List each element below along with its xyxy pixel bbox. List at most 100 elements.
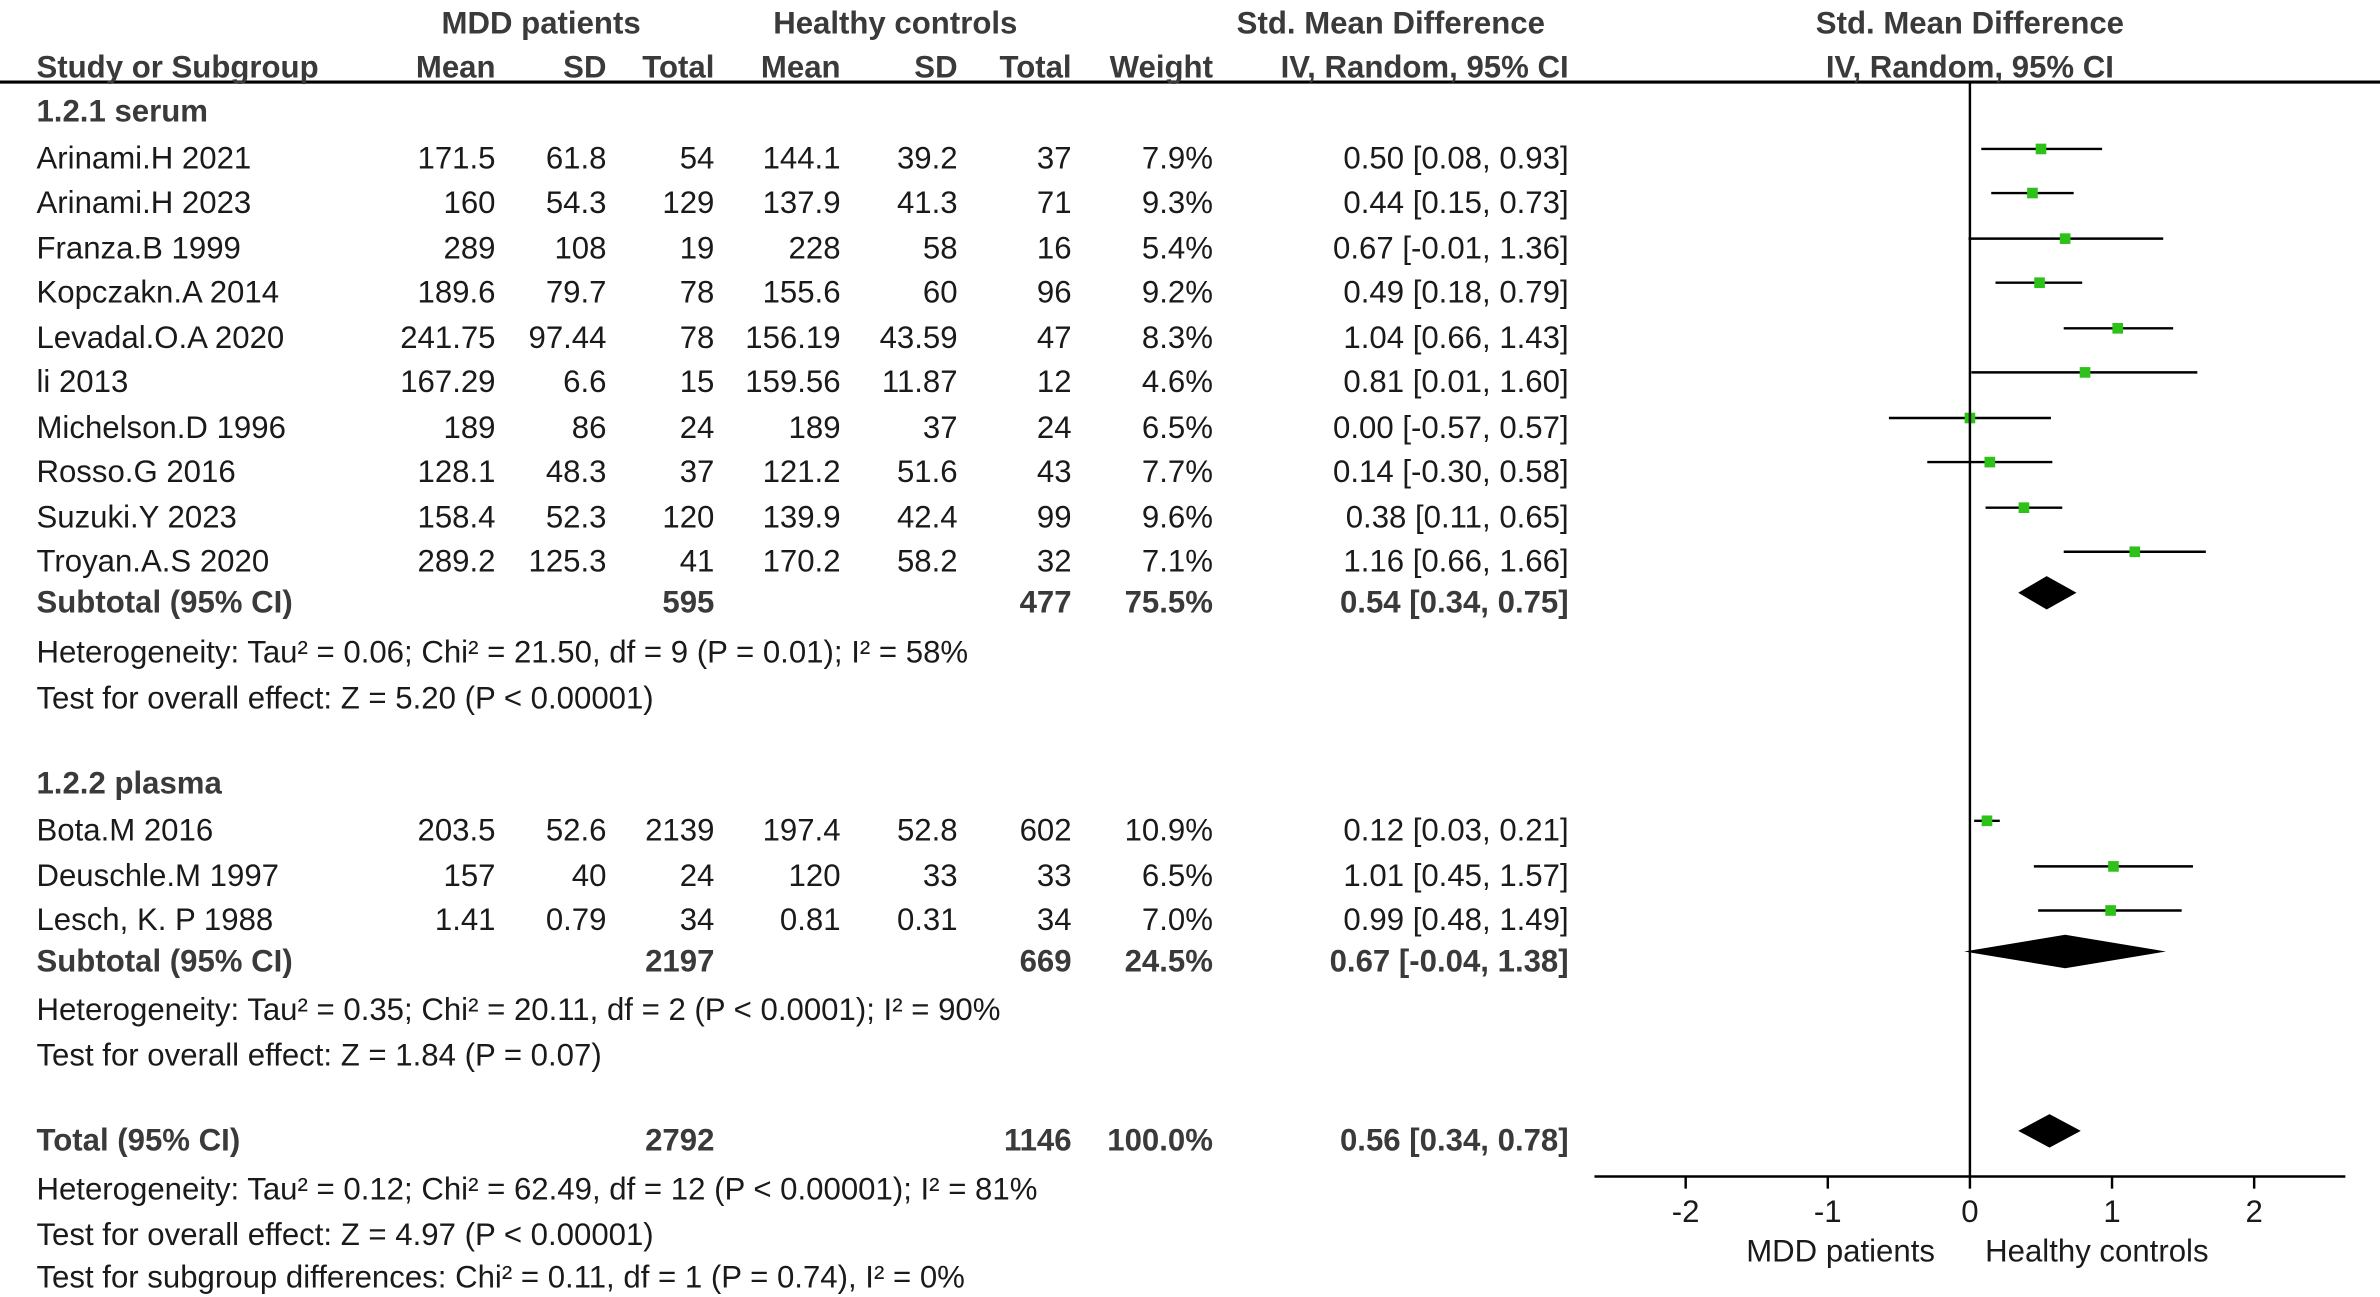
serum-study-row-ci: 0.50 [0.08, 0.93] (1343, 141, 1569, 177)
plasma-subtotal-total-mdd: 2197 (645, 943, 715, 979)
header-plot-method: IV, Random, 95% CI (1825, 50, 2114, 86)
serum-study-row-mean-mdd: 160 (443, 185, 496, 221)
serum-study-row-study: li 2013 (36, 364, 129, 400)
header-method: IV, Random, 95% CI (1280, 50, 1569, 86)
header-effect: Std. Mean Difference (1236, 6, 1545, 42)
plasma-study-row-sd-mdd: 0.79 (545, 902, 607, 938)
x-tick-label: 0 (1961, 1194, 1979, 1230)
serum-study-row-mean-mdd: 158.4 (417, 500, 496, 536)
serum-study-row-mean-controls: 170.2 (762, 544, 841, 580)
serum-study-row-ci: 0.44 [0.15, 0.73] (1343, 185, 1569, 221)
serum-study-row-sd-mdd: 54.3 (545, 185, 607, 221)
serum-study-row-weight: 8.3% (1141, 320, 1213, 356)
plasma-subtotal-ci: 0.67 [-0.04, 1.38] (1329, 943, 1569, 979)
plasma-study-row-study: Lesch, K. P 1988 (36, 902, 274, 938)
serum-study-row-weight: 5.4% (1141, 231, 1213, 266)
serum-study-row-estimate-square (2059, 233, 2071, 244)
plasma-heterogeneity: Heterogeneity: Tau² = 0.35; Chi² = 20.11… (36, 992, 1001, 1028)
header-mean-controls: Mean (760, 50, 841, 86)
plasma-study-row-weight: 6.5% (1141, 858, 1213, 894)
serum-study-row-mean-mdd: 167.29 (400, 364, 496, 400)
plasma-study-row-ci: 0.12 [0.03, 0.21] (1343, 813, 1569, 849)
serum-study-row-total-mdd: 129 (662, 185, 715, 221)
serum-study-row-estimate-square (2027, 187, 2038, 199)
total-total-mdd: 2792 (645, 1123, 715, 1159)
plasma-study-row-estimate-square (2105, 905, 2116, 916)
serum-study-row-mean-controls: 139.9 (762, 500, 841, 536)
serum-study-row-sd-controls: 43.59 (879, 320, 958, 356)
x-tick-label: -2 (1671, 1194, 1700, 1230)
plasma-study-row-total-mdd: 24 (679, 858, 715, 894)
header-weight: Weight (1109, 50, 1213, 86)
plasma-study-row-sd-controls: 33 (922, 858, 958, 894)
serum-study-row-sd-mdd: 125.3 (528, 544, 607, 580)
serum-study-row-mean-controls: 137.9 (762, 185, 841, 221)
plasma-study-row-weight: 10.9% (1124, 813, 1213, 849)
serum-study-row-total-mdd: 78 (679, 320, 715, 356)
serum-study-row-total-controls: 24 (1036, 410, 1072, 446)
plasma-subtotal-total-controls: 669 (1019, 943, 1072, 979)
serum-study-row-sd-mdd: 61.8 (545, 141, 607, 177)
serum-study-row-study: Levadal.O.A 2020 (36, 320, 285, 356)
serum-study-row-total-controls: 71 (1036, 185, 1072, 221)
serum-study-row-ci: 0.81 [0.01, 1.60] (1343, 364, 1569, 400)
serum-study-row-estimate-square (1984, 456, 1996, 468)
plasma-study-row-mean-mdd: 1.41 (434, 902, 496, 938)
plasma-study-row-ci: 1.01 [0.45, 1.57] (1343, 858, 1569, 894)
serum-study-row-study: Kopczakn.A 2014 (36, 275, 280, 311)
serum-overall-effect: Test for overall effect: Z = 5.20 (P < 0… (36, 680, 654, 716)
serum-study-row-total-mdd: 37 (679, 454, 715, 490)
serum-study-row-study: Troyan.A.S 2020 (36, 544, 270, 580)
total-ci: 0.56 [0.34, 0.78] (1339, 1123, 1569, 1159)
serum-study-row-total-controls: 37 (1036, 141, 1072, 177)
serum-study-row-mean-mdd: 189.6 (417, 275, 496, 311)
serum-study-row-estimate-square (2034, 277, 2045, 289)
plasma-study-row-mean-controls: 0.81 (779, 902, 841, 938)
serum-study-row-sd-controls: 58 (922, 231, 958, 266)
serum-study-row-total-mdd: 19 (679, 231, 715, 266)
serum-study-row-weight: 7.1% (1141, 544, 1213, 580)
x-tick-label: 1 (2103, 1194, 2121, 1230)
serum-study-row-mean-mdd: 128.1 (417, 454, 496, 490)
serum-study-row-weight: 7.7% (1141, 454, 1213, 490)
plasma-study-row-total-controls: 33 (1036, 858, 1072, 894)
plasma-study-row-mean-controls: 197.4 (762, 813, 841, 849)
subgroup-differences: Test for subgroup differences: Chi² = 0.… (36, 1260, 965, 1296)
subgroup-serum-title: 1.2.1 serum (36, 94, 208, 130)
serum-study-row-sd-mdd: 108 (554, 231, 607, 266)
serum-study-row-sd-controls: 58.2 (896, 544, 958, 580)
serum-study-row-ci: 1.04 [0.66, 1.43] (1343, 320, 1569, 356)
header-plot-title: Std. Mean Difference (1815, 6, 2125, 42)
plasma-study-row-sd-mdd: 40 (571, 858, 607, 894)
serum-study-row-mean-controls: 189 (788, 410, 841, 446)
subgroup-plasma-title: 1.2.2 plasma (36, 766, 222, 802)
serum-study-row-weight: 6.5% (1141, 410, 1213, 446)
serum-study-row-total-mdd: 120 (662, 500, 715, 536)
serum-study-row-mean-mdd: 241.75 (400, 320, 496, 356)
plasma-study-row-sd-controls: 0.31 (896, 902, 958, 938)
plasma-study-row-total-mdd: 34 (679, 902, 715, 938)
plasma-study-row-estimate-square (2108, 861, 2119, 872)
serum-study-row-estimate-square (2035, 143, 2047, 155)
serum-subtotal-weight: 75.5% (1124, 585, 1213, 621)
header-mean-mdd: Mean (415, 50, 496, 86)
header-sd-mdd: SD (563, 50, 607, 86)
serum-heterogeneity: Heterogeneity: Tau² = 0.06; Chi² = 21.50… (36, 635, 969, 671)
plasma-study-row-ci: 0.99 [0.48, 1.49] (1343, 902, 1569, 938)
serum-study-row-total-controls: 96 (1036, 275, 1072, 311)
serum-study-row-total-mdd: 24 (679, 410, 715, 446)
serum-study-row-ci: 0.67 [-0.01, 1.36] (1333, 231, 1569, 266)
serum-study-row-sd-controls: 42.4 (896, 500, 958, 536)
serum-study-row-mean-controls: 144.1 (762, 141, 841, 177)
serum-study-row-sd-mdd: 86 (571, 410, 607, 446)
serum-study-row-sd-controls: 11.87 (881, 364, 958, 400)
serum-study-row-total-controls: 43 (1036, 454, 1072, 490)
serum-study-row-ci: 0.38 [0.11, 0.65] (1345, 500, 1569, 536)
plasma-study-row-total-mdd: 2139 (645, 813, 715, 849)
serum-study-row-weight: 9.3% (1141, 185, 1213, 221)
plasma-study-row-estimate-square (1981, 815, 1993, 827)
serum-study-row-sd-controls: 41.3 (896, 185, 958, 221)
serum-study-row-sd-mdd: 79.7 (545, 275, 607, 311)
